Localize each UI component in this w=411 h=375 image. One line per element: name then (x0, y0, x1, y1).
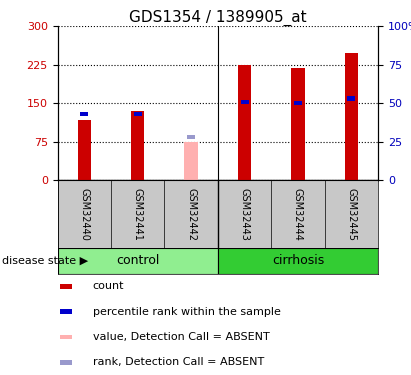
Text: GSM32441: GSM32441 (133, 188, 143, 241)
Bar (240, 99, 249, 104)
Bar (78, 120, 91, 180)
Bar (185, 142, 198, 180)
Text: GSM32442: GSM32442 (186, 188, 196, 241)
Text: value, Detection Call = ABSENT: value, Detection Call = ABSENT (93, 332, 270, 342)
Bar (60, 335, 72, 339)
Bar (80, 112, 88, 116)
Bar (60, 309, 72, 314)
Bar (291, 68, 305, 180)
Bar (347, 96, 356, 100)
Bar (58, 248, 218, 274)
Text: rank, Detection Call = ABSENT: rank, Detection Call = ABSENT (93, 357, 264, 368)
Text: disease state ▶: disease state ▶ (2, 256, 88, 266)
Text: percentile rank within the sample: percentile rank within the sample (93, 307, 281, 317)
Bar (294, 101, 302, 105)
Title: GDS1354 / 1389905_at: GDS1354 / 1389905_at (129, 10, 307, 26)
Bar (131, 111, 144, 180)
Bar (187, 135, 195, 139)
Bar (218, 248, 378, 274)
Bar (60, 284, 72, 289)
Text: count: count (93, 281, 124, 291)
Text: cirrhosis: cirrhosis (272, 254, 324, 267)
Text: GSM32444: GSM32444 (293, 188, 303, 241)
Text: GSM32445: GSM32445 (346, 188, 356, 241)
Text: GSM32443: GSM32443 (240, 188, 249, 241)
Text: control: control (116, 254, 159, 267)
Bar (238, 64, 251, 180)
Bar (345, 53, 358, 180)
Text: GSM32440: GSM32440 (79, 188, 89, 241)
Bar (60, 360, 72, 364)
Bar (134, 112, 142, 116)
